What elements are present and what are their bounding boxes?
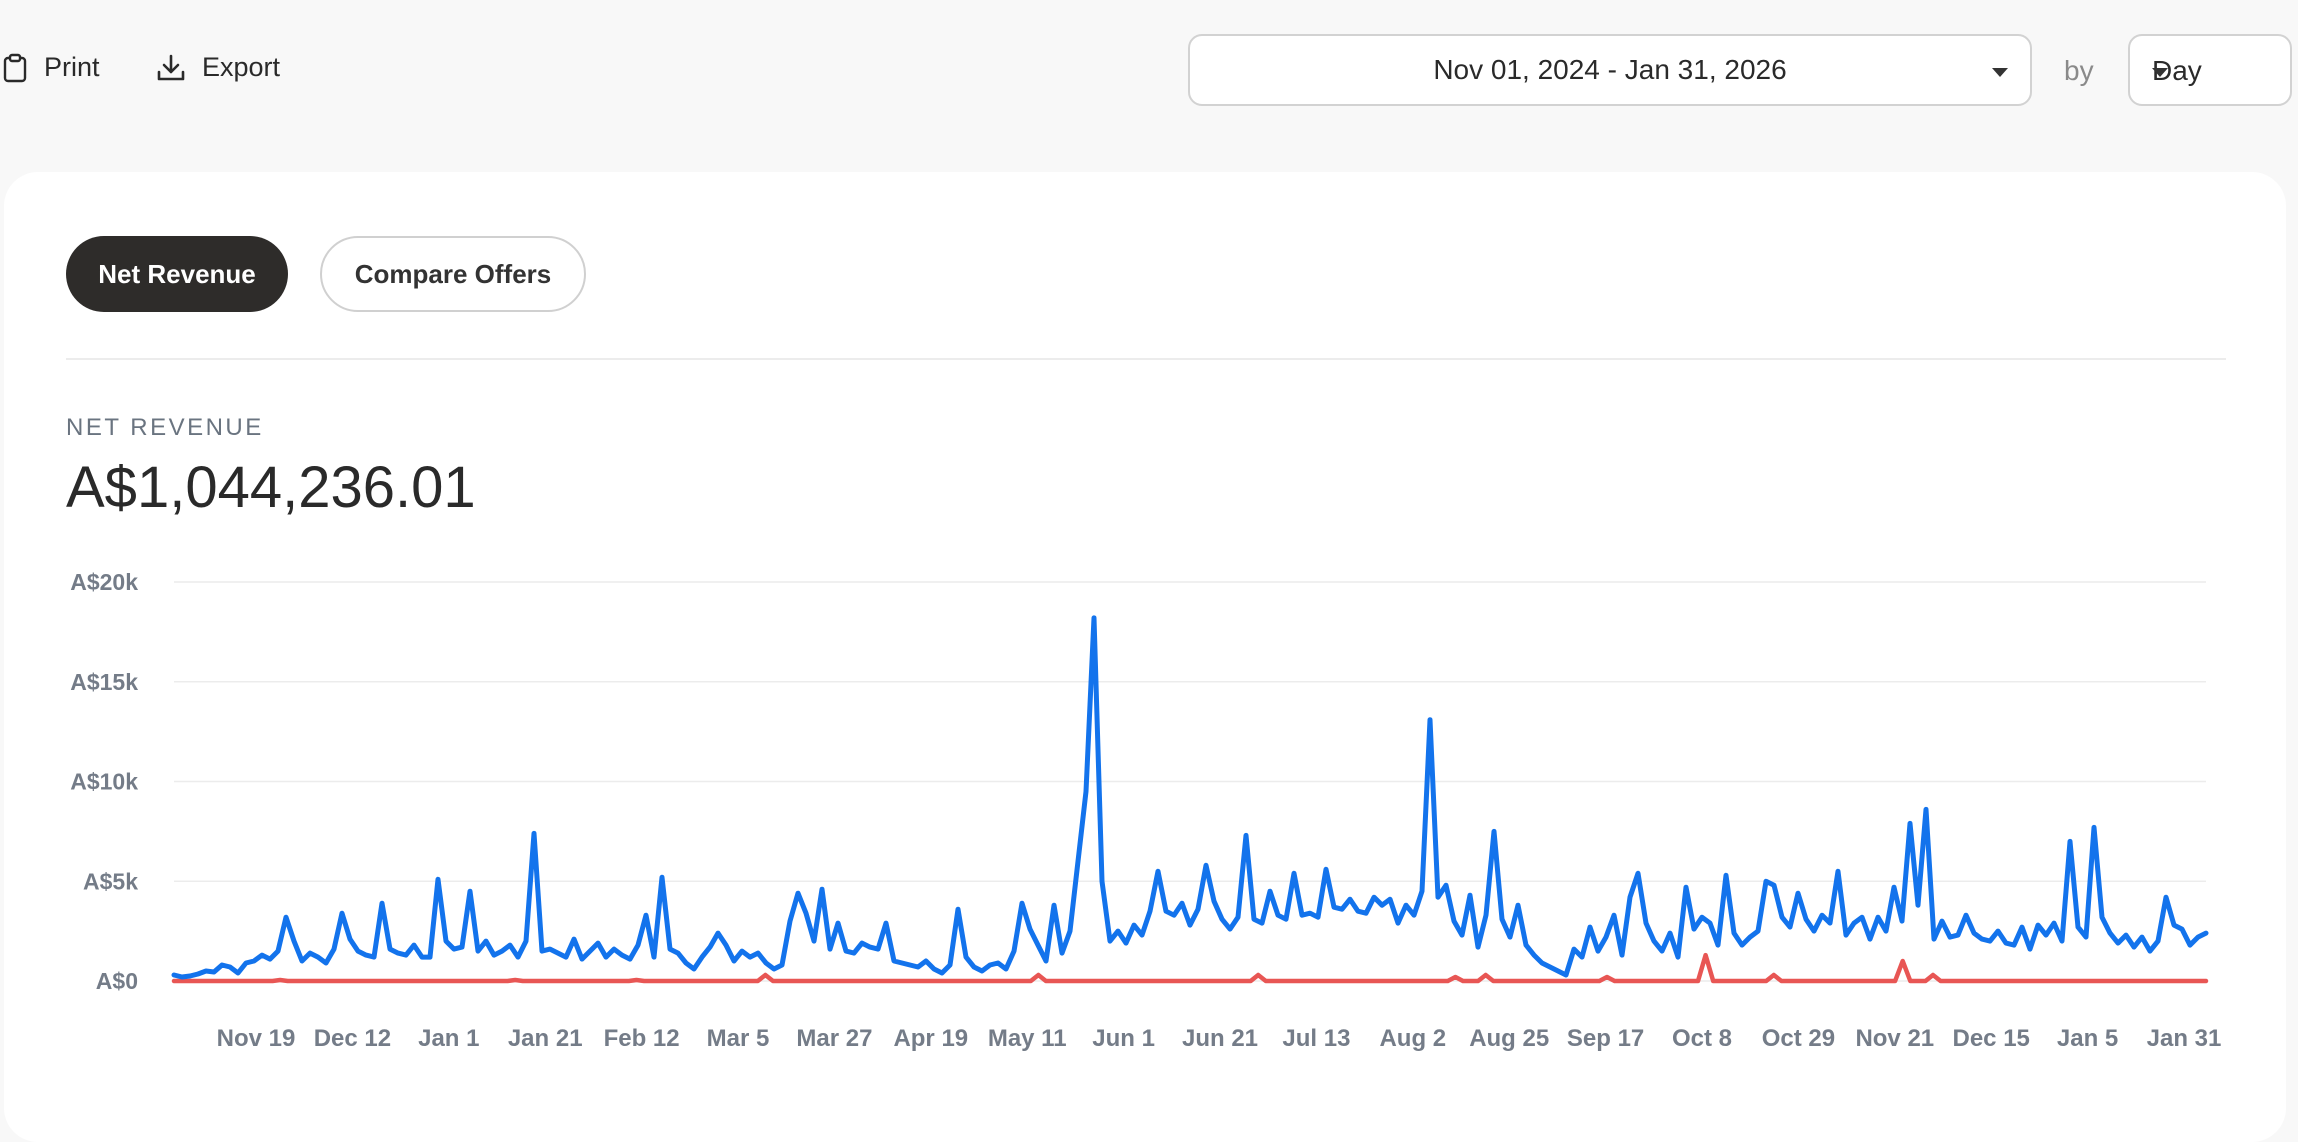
y-tick-label: A$10k <box>70 769 138 795</box>
y-tick-label: A$5k <box>83 868 138 894</box>
tab-net-revenue[interactable]: Net Revenue <box>66 236 288 312</box>
x-tick-label: Jan 31 <box>2147 1025 2222 1052</box>
x-tick-label: Jul 13 <box>1282 1025 1350 1052</box>
x-tick-label: Aug 2 <box>1379 1025 1446 1052</box>
y-tick-label: A$20k <box>70 569 138 595</box>
x-tick-label: Mar 27 <box>796 1025 872 1052</box>
print-label: Print <box>44 52 100 82</box>
metric-value: A$1,044,236.01 <box>66 455 476 520</box>
print-button[interactable]: Print <box>2 52 100 83</box>
period-select[interactable]: Day <box>2128 34 2292 106</box>
x-tick-label: Jan 5 <box>2057 1025 2118 1052</box>
y-tick-label: A$0 <box>96 968 138 994</box>
x-tick-label: Jun 1 <box>1092 1025 1155 1052</box>
x-tick-label: Dec 12 <box>314 1025 391 1052</box>
download-icon <box>156 53 186 83</box>
date-range-select[interactable]: Nov 01, 2024 - Jan 31, 2026 <box>1188 34 2032 106</box>
x-tick-label: Sep 17 <box>1567 1025 1644 1052</box>
x-tick-label: Dec 15 <box>1953 1025 2030 1052</box>
x-tick-label: Oct 8 <box>1672 1025 1732 1052</box>
caret-down-icon <box>2152 68 2168 77</box>
metric-label: NET REVENUE <box>66 414 264 441</box>
date-range-value: Nov 01, 2024 - Jan 31, 2026 <box>1433 54 1787 85</box>
x-tick-label: Oct 29 <box>1762 1025 1835 1052</box>
tab-compare-offers[interactable]: Compare Offers <box>320 236 586 312</box>
toolbar: Print Export Nov 01, 2024 - Jan 31, 2026… <box>0 0 2298 145</box>
x-tick-label: Mar 5 <box>707 1025 770 1052</box>
series-line-secondary <box>171 952 2209 984</box>
series-line-primary <box>171 615 2209 980</box>
export-label: Export <box>202 52 281 82</box>
x-tick-label: Feb 12 <box>604 1025 680 1052</box>
x-tick-label: Nov 19 <box>217 1025 296 1052</box>
x-tick-label: Jan 1 <box>418 1025 479 1052</box>
caret-down-icon <box>1992 68 2008 77</box>
x-tick-label: Aug 25 <box>1469 1025 1549 1052</box>
x-tick-label: Jan 21 <box>508 1025 583 1052</box>
y-tick-label: A$15k <box>70 669 138 695</box>
clipboard-icon <box>2 53 28 83</box>
divider <box>66 358 2226 360</box>
by-label: by <box>2064 55 2094 86</box>
export-button[interactable]: Export <box>156 52 280 83</box>
x-tick-label: Nov 21 <box>1855 1025 1934 1052</box>
x-tick-label: Jun 21 <box>1182 1025 1258 1052</box>
x-tick-label: Apr 19 <box>893 1025 968 1052</box>
revenue-chart: A$20k A$15k A$10k A$5k A$0 Nov 19 Dec 12 Jan 1… <box>70 569 2222 1052</box>
x-tick-label: May 11 <box>988 1025 1067 1052</box>
